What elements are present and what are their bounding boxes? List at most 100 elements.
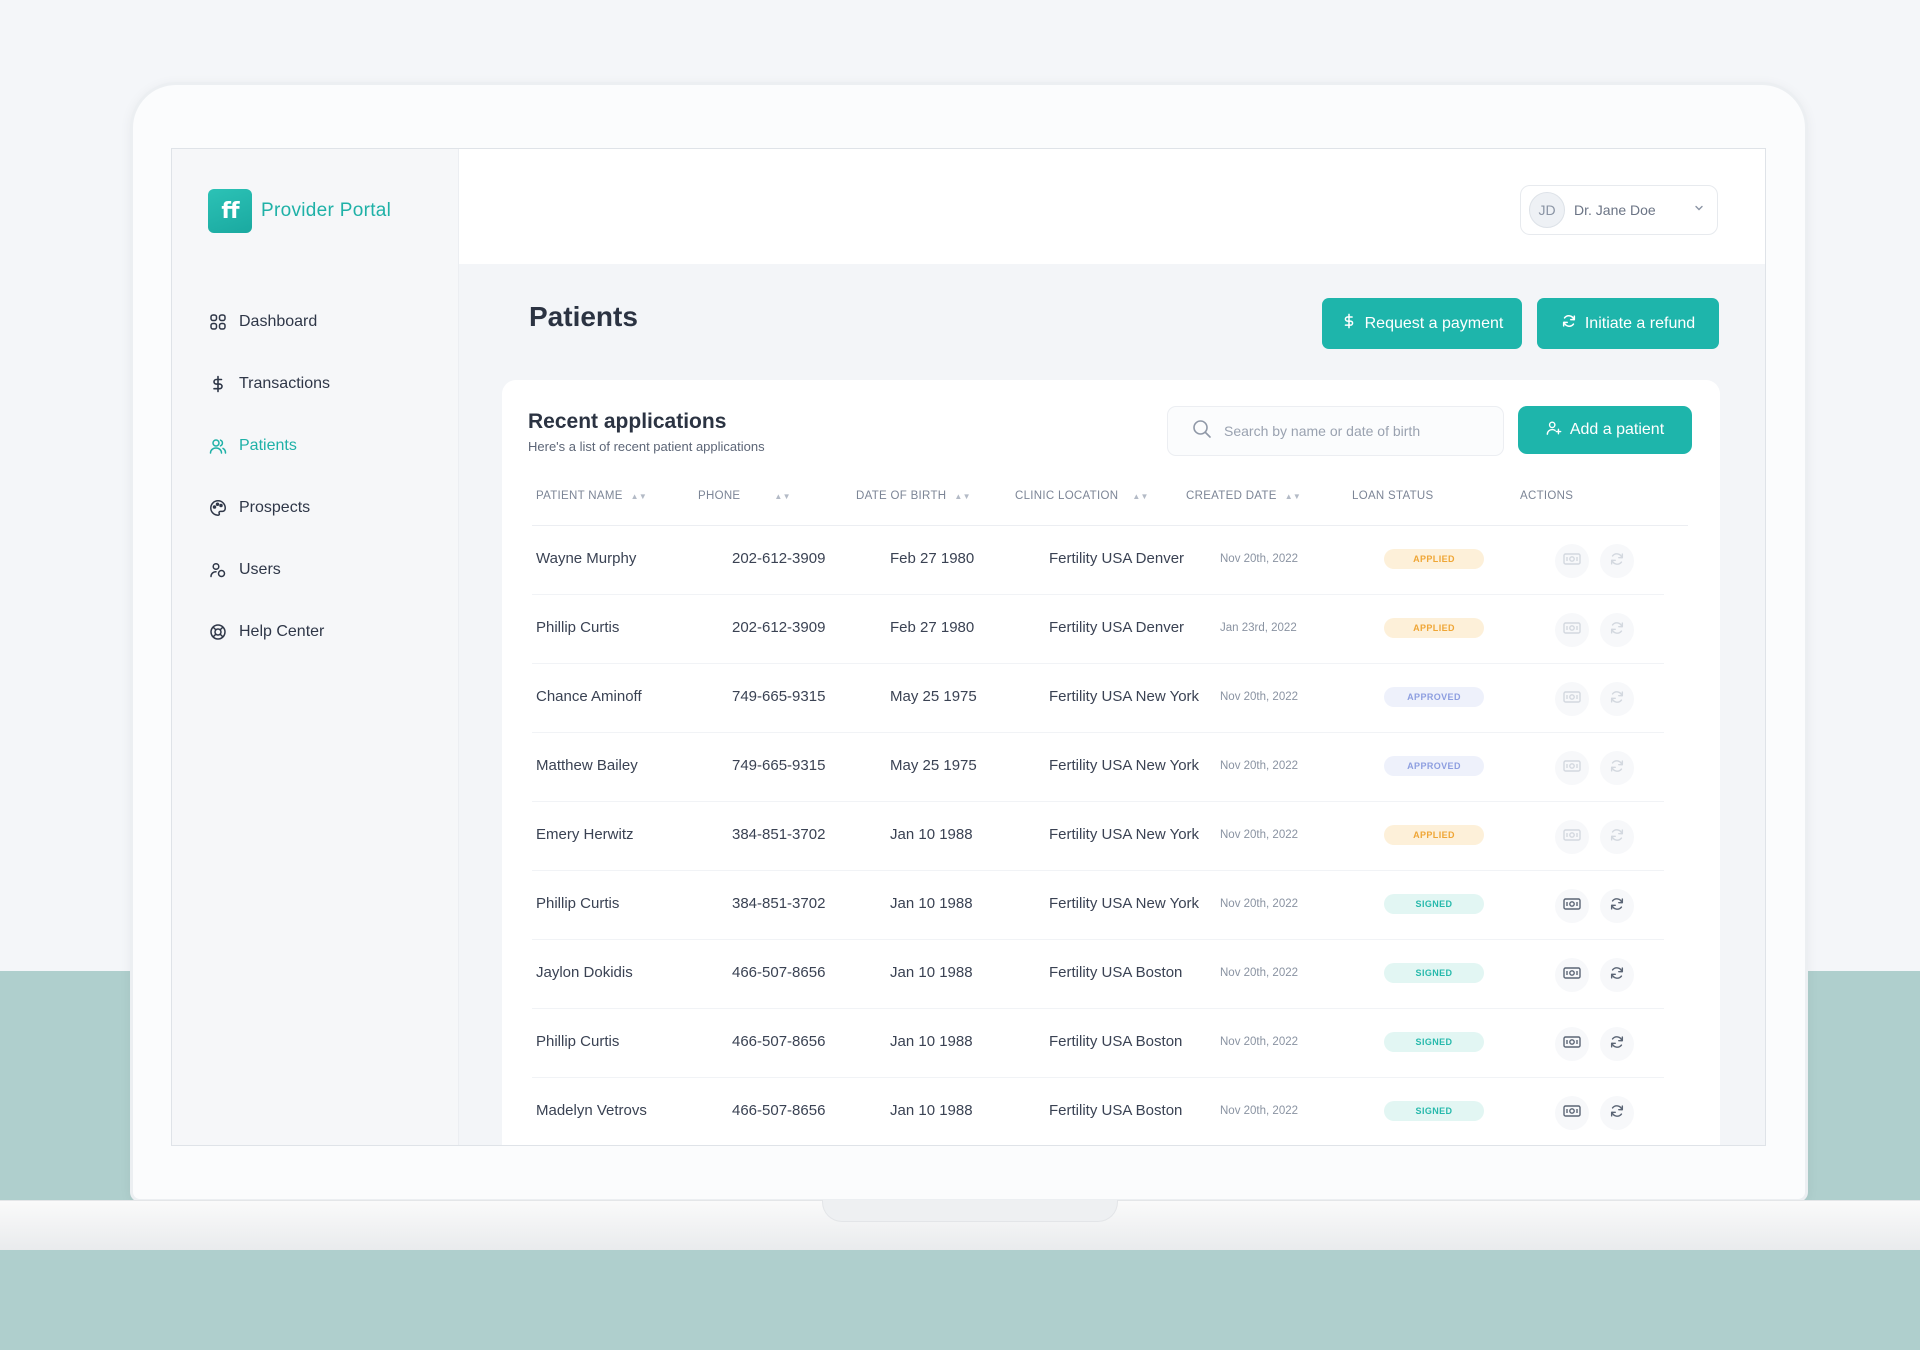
refresh-icon <box>1609 896 1625 917</box>
cash-icon <box>1563 897 1581 916</box>
chevron-down-icon <box>1693 201 1705 219</box>
table-row[interactable]: Phillip Curtis 202-612-3909 Feb 27 1980 Fer… <box>532 595 1664 664</box>
sort-icon: ▲▼ <box>1284 491 1302 501</box>
column-date-of-birth[interactable]: DATE OF BIRTH ▲▼ <box>856 490 971 502</box>
brand[interactable]: ff Provider Portal <box>208 189 391 233</box>
table-row[interactable]: Jaylon Dokidis 466-507-8656 Jan 10 1988 Fer… <box>532 940 1664 1009</box>
refund-action-button[interactable] <box>1600 889 1634 923</box>
user-group-icon <box>207 559 229 581</box>
dollar-icon <box>1341 313 1357 334</box>
payment-action-button[interactable] <box>1555 544 1589 578</box>
sidebar-item-users[interactable]: Users <box>207 539 330 601</box>
refresh-icon <box>1609 1103 1625 1124</box>
cash-icon <box>1563 966 1581 985</box>
refresh-icon <box>1609 1034 1625 1055</box>
column-created-date[interactable]: CREATED DATE ▲▼ <box>1186 490 1301 502</box>
payment-action-button[interactable] <box>1555 889 1589 923</box>
status-badge: SIGNED <box>1384 894 1484 914</box>
status-badge: SIGNED <box>1384 963 1484 983</box>
brand-name: Provider Portal <box>261 200 392 221</box>
cash-icon <box>1563 552 1581 571</box>
patient-phone: 466-507-8656 <box>732 1033 826 1050</box>
refund-action-button[interactable] <box>1600 613 1634 647</box>
table-row[interactable]: Madelyn Vetrovs 466-507-8656 Jan 10 1988 Fe… <box>532 1078 1664 1145</box>
refund-action-button[interactable] <box>1600 958 1634 992</box>
refund-action-button[interactable] <box>1600 1096 1634 1130</box>
table-row[interactable]: Wayne Murphy 202-612-3909 Feb 27 1980 Ferti… <box>532 526 1664 595</box>
column-loan-status: LOAN STATUS <box>1352 490 1433 502</box>
sidebar-item-label: Dashboard <box>239 313 318 330</box>
created-date: Nov 20th, 2022 <box>1220 553 1299 565</box>
sidebar-item-transactions[interactable]: Transactions <box>207 353 330 415</box>
patient-name: Phillip Curtis <box>536 1033 620 1050</box>
status-badge: SIGNED <box>1384 1101 1484 1121</box>
status-badge: APPLIED <box>1384 825 1484 845</box>
patient-dob: Jan 10 1988 <box>890 1102 973 1119</box>
sort-icon: ▲▼ <box>774 491 791 501</box>
payment-action-button[interactable] <box>1555 751 1589 785</box>
patient-dob: Jan 10 1988 <box>890 964 973 981</box>
search-input[interactable] <box>1224 423 1484 439</box>
created-date: Nov 20th, 2022 <box>1220 898 1299 910</box>
sidebar-item-help-center[interactable]: Help Center <box>207 601 330 663</box>
table-row[interactable]: Chance Aminoff 749-665-9315 May 25 1975 Fer… <box>532 664 1664 733</box>
payment-action-button[interactable] <box>1555 613 1589 647</box>
sort-icon: ▲▼ <box>954 491 971 501</box>
payment-action-button[interactable] <box>1555 1096 1589 1130</box>
payment-action-button[interactable] <box>1555 820 1589 854</box>
table-row[interactable]: Emery Herwitz 384-851-3702 Jan 10 1988 Fert… <box>532 802 1664 871</box>
column-patient-name[interactable]: PATIENT NAME ▲▼ <box>536 490 647 502</box>
sidebar-item-prospects[interactable]: Prospects <box>207 477 330 539</box>
payment-action-button[interactable] <box>1555 1027 1589 1061</box>
grid-icon <box>207 311 229 333</box>
payment-action-button[interactable] <box>1555 682 1589 716</box>
patient-name: Matthew Bailey <box>536 757 638 774</box>
refund-action-button[interactable] <box>1600 751 1634 785</box>
refund-action-button[interactable] <box>1600 1027 1634 1061</box>
payment-action-button[interactable] <box>1555 958 1589 992</box>
created-date: Nov 20th, 2022 <box>1220 1105 1299 1117</box>
table-row[interactable]: Phillip Curtis 466-507-8656 Jan 10 1988 Fer… <box>532 1009 1664 1078</box>
patient-phone: 466-507-8656 <box>732 1102 826 1119</box>
add-patient-button[interactable]: Add a patient <box>1518 406 1692 454</box>
patient-phone: 466-507-8656 <box>732 964 826 981</box>
recent-applications-card: Recent applications Here's a list of rec… <box>502 380 1720 1145</box>
sidebar-item-dashboard[interactable]: Dashboard <box>207 291 330 353</box>
initiate-refund-label: Initiate a refund <box>1584 314 1696 332</box>
column-phone[interactable]: PHONE ▲▼ <box>698 490 791 502</box>
table-row[interactable]: Phillip Curtis 384-851-3702 Jan 10 1988 Fer… <box>532 871 1664 940</box>
created-date: Nov 20th, 2022 <box>1220 1036 1299 1048</box>
initiate-refund-button[interactable]: Initiate a refund <box>1537 298 1719 349</box>
patient-name: Phillip Curtis <box>536 619 620 636</box>
refund-action-button[interactable] <box>1600 544 1634 578</box>
cash-icon <box>1563 621 1581 640</box>
table-row[interactable]: Matthew Bailey 749-665-9315 May 25 1975 Fer… <box>532 733 1664 802</box>
refund-action-button[interactable] <box>1600 682 1634 716</box>
patient-dob: Jan 10 1988 <box>890 1033 973 1050</box>
sidebar-item-patients[interactable]: Patients <box>207 415 330 477</box>
page-title: Patients <box>529 301 638 332</box>
refund-action-button[interactable] <box>1600 820 1634 854</box>
patient-name: Phillip Curtis <box>536 895 620 912</box>
cash-icon <box>1563 828 1581 847</box>
laptop-notch <box>822 1200 1118 1222</box>
clinic-location: Fertility USA New York <box>1049 688 1200 705</box>
column-actions: ACTIONS <box>1520 490 1573 502</box>
dollar-icon <box>207 373 229 395</box>
patient-dob: Feb 27 1980 <box>890 550 975 567</box>
sidebar-item-label: Transactions <box>239 375 330 392</box>
refresh-icon <box>1609 620 1625 641</box>
column-clinic-location[interactable]: CLINIC LOCATION ▲▼ <box>1015 490 1149 502</box>
column-label: LOAN STATUS <box>1352 490 1434 502</box>
sidebar-item-label: Help Center <box>239 623 325 640</box>
cash-icon <box>1563 690 1581 709</box>
avatar: JD <box>1529 192 1565 228</box>
user-menu[interactable]: JD Dr. Jane Doe <box>1520 185 1718 235</box>
palette-icon <box>207 497 229 519</box>
created-date: Nov 20th, 2022 <box>1220 691 1299 703</box>
request-payment-button[interactable]: Request a payment <box>1322 298 1522 349</box>
status-badge: SIGNED <box>1384 1032 1484 1052</box>
lifebuoy-icon <box>207 621 229 643</box>
card-subtitle: Here's a list of recent patient applicat… <box>528 439 765 454</box>
patient-name: Emery Herwitz <box>536 826 634 843</box>
